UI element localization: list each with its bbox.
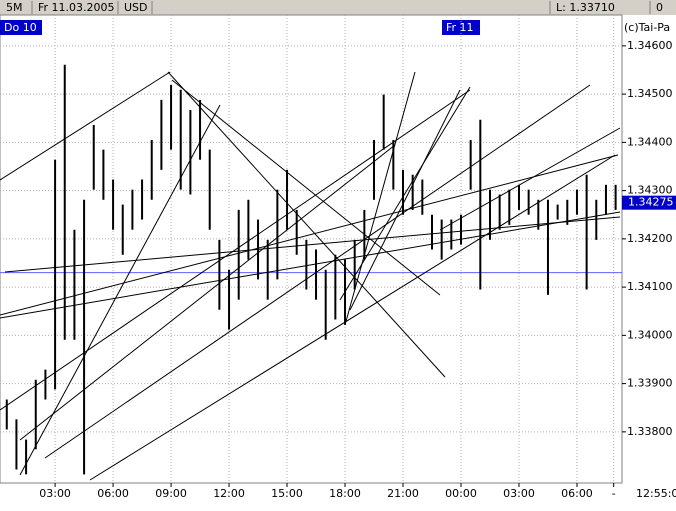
last-price-box <box>622 195 676 210</box>
day-label: Do 10 <box>4 21 37 34</box>
x-tick-label: 03:00 <box>39 487 71 500</box>
timeframe[interactable]: 5M <box>6 1 23 14</box>
x-tick-label: - <box>612 487 616 500</box>
x-tick-label: 15:00 <box>271 487 303 500</box>
x-tick-label: 06:00 <box>97 487 129 500</box>
last-price-label: 1.34275 <box>628 196 674 209</box>
x-tick-label: 00:00 <box>445 487 477 500</box>
x-tick-label: 12:00 <box>213 487 245 500</box>
trend-lines <box>0 71 621 481</box>
y-tick-label: 1.33900 <box>627 377 673 390</box>
date: Fr 11.03.2005 <box>38 1 115 14</box>
y-tick-label: 1.33800 <box>627 425 673 438</box>
y-tick-label: 1.34400 <box>627 135 673 148</box>
counter: 0 <box>656 1 663 14</box>
y-tick-label: 1.34300 <box>627 184 673 197</box>
x-tick-label: 21:00 <box>387 487 419 500</box>
day-box <box>0 20 42 35</box>
copyright: (c)Tai-Pa <box>624 21 670 34</box>
plot-area <box>0 14 623 484</box>
x-tick-label: 18:00 <box>329 487 361 500</box>
y-tick-label: 1.34500 <box>627 87 673 100</box>
toolbar <box>0 0 676 15</box>
y-tick-label: 1.34600 <box>627 39 673 52</box>
x-tick-label: 09:00 <box>155 487 187 500</box>
y-tick-label: 1.34200 <box>627 232 673 245</box>
day-label: Fr 11 <box>446 21 474 34</box>
x-tick-label: 06:00 <box>561 487 593 500</box>
time-label: 12:55:0 <box>636 487 676 500</box>
last-value: L: 1.33710 <box>556 1 615 14</box>
y-tick-label: 1.34000 <box>627 328 673 341</box>
toolbar-texts: 5M Fr 11.03.2005 USD L: 1.33710 0 <box>6 1 663 14</box>
x-tick-label: 03:00 <box>503 487 535 500</box>
y-tick-label: 1.34100 <box>627 280 673 293</box>
currency: USD <box>124 1 148 14</box>
